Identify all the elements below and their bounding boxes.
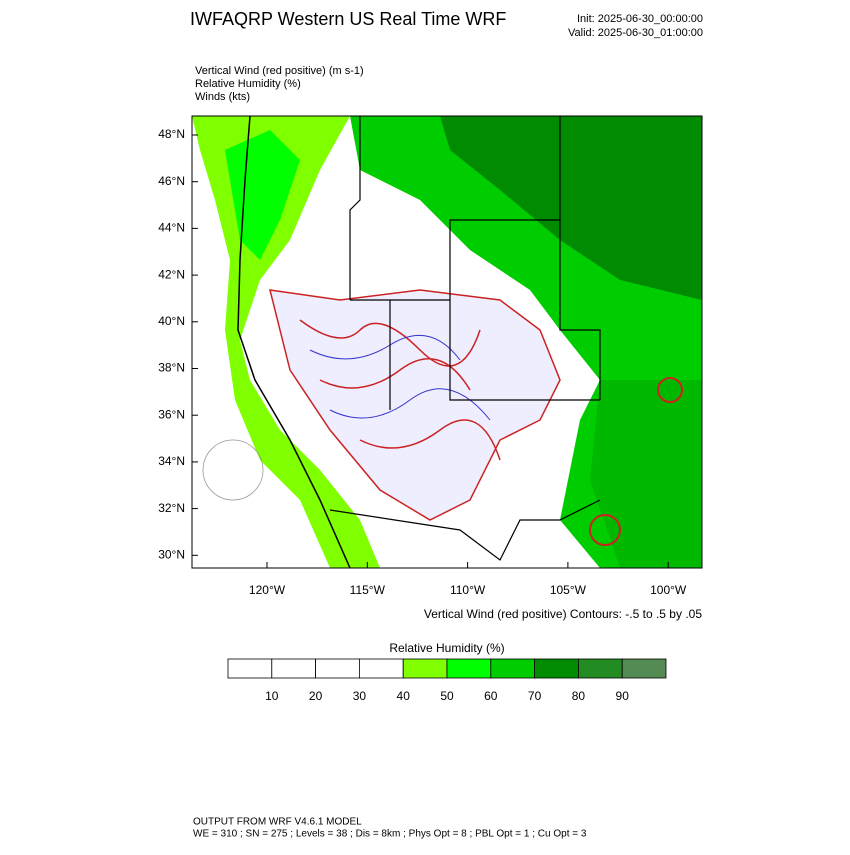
footer-line: WE = 310 ; SN = 275 ; Levels = 38 ; Dis … (193, 829, 587, 840)
colorbar-box (402, 658, 448, 679)
field-label: Vertical Wind (red positive) (m s-1) (195, 65, 364, 77)
field-label: Winds (kts) (195, 91, 250, 103)
lat-label: 44°N (158, 221, 185, 235)
colorbar-label: 40 (397, 689, 411, 703)
colorbar-box (578, 658, 623, 679)
colorbar-box (315, 658, 360, 679)
lat-label: 38°N (158, 361, 185, 375)
colorbar-box (621, 658, 667, 679)
title: IWFAQRP Western US Real Time WRF (190, 9, 506, 29)
valid-time: Valid: 2025-06-30_01:00:00 (568, 27, 703, 39)
lat-label: 32°N (158, 501, 185, 515)
lat-label: 30°N (158, 547, 185, 561)
colorbar-box (446, 658, 492, 679)
colorbar-label: 20 (309, 689, 323, 703)
colorbar-box (358, 658, 404, 679)
footer-line: OUTPUT FROM WRF V4.6.1 MODEL (193, 817, 362, 828)
lon-label: 105°W (550, 583, 587, 597)
map (191, 115, 703, 569)
colorbar-label: 90 (616, 689, 630, 703)
lat-label: 42°N (158, 267, 185, 281)
lon-label: 115°W (350, 583, 386, 597)
colorbar-label: 50 (440, 689, 454, 703)
colorbar-label: 30 (353, 689, 367, 703)
lat-label: 34°N (158, 454, 185, 468)
map-axes: 48°N 46°N 44°N 42°N 40°N 38°N 36°N 34°N 32°N 30°N… (158, 127, 687, 597)
lat-label: 48°N (158, 127, 185, 141)
lat-label: 36°N (158, 407, 185, 421)
colorbar-label: 10 (265, 689, 279, 703)
init-time: Init: 2025-06-30_00:00:00 (577, 13, 703, 25)
colorbar-label: 80 (572, 689, 586, 703)
lat-label: 40°N (158, 314, 185, 328)
colorbar-label: 70 (528, 689, 542, 703)
contour-note: Vertical Wind (red positive) Contours: -… (424, 607, 702, 621)
lon-label: 110°W (450, 583, 486, 597)
colorbar-box (227, 658, 273, 679)
field-label: Relative Humidity (%) (195, 78, 301, 90)
colorbar-title: Relative Humidity (%) (389, 641, 504, 655)
colorbar-label: 60 (484, 689, 498, 703)
colorbar-box (490, 658, 535, 679)
colorbar: 10 20 30 40 50 60 70 80 90 (227, 658, 667, 703)
colorbar-box (271, 658, 316, 679)
lon-label: 120°W (249, 583, 286, 597)
lat-label: 46°N (158, 174, 185, 188)
colorbar-box (534, 658, 579, 679)
lon-label: 100°W (650, 583, 687, 597)
